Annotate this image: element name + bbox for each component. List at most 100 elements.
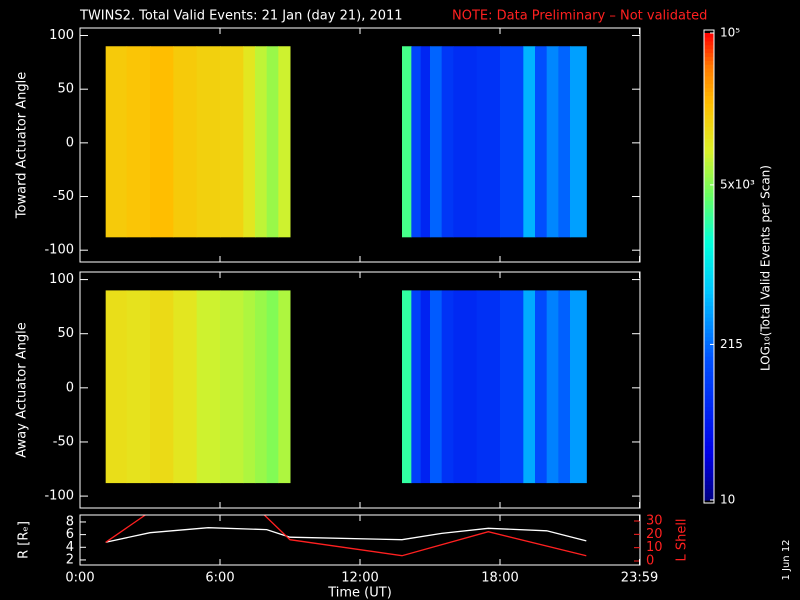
colorbar-step [704,165,714,170]
colorbar-step [704,449,714,454]
colorbar-step [704,250,714,256]
heatmap-cell [266,46,279,238]
heatmap-cell [558,46,571,238]
colorbar-step [704,301,714,307]
colorbar-step [704,472,714,478]
title: TWINS2. Total Valid Events: 21 Jan (day … [79,9,403,24]
colorbar-step [704,44,714,50]
colorbar-step [704,391,714,396]
colorbar-step [704,208,714,213]
heatmap-cell [173,290,198,484]
colorbar-step [704,169,714,174]
heatmap-cell [105,290,128,484]
colorbar-step [704,344,714,349]
colorbar-step [704,258,714,264]
colorbar-step [704,114,714,120]
colorbar-step [704,95,714,100]
heatmap-cell [546,46,559,238]
heatmap-cell [411,46,422,238]
colorbar-step [704,356,714,361]
colorbar-step [704,219,714,225]
heatmap-cell [476,290,501,484]
x-tick-label: 6:00 [205,571,234,586]
heatmap-cell [546,290,559,484]
colorbar-step [704,212,714,217]
y-tick-label: 0 [66,380,74,395]
heatmap-cell [500,46,524,238]
heatmap-cell [220,46,244,238]
heatmap-cell [150,290,174,484]
colorbar-step [704,437,714,443]
colorbar-step [704,215,714,221]
heatmap-cell [453,290,478,484]
colorbar-step [704,426,714,431]
heatmap-cell [220,290,244,484]
colorbar-step [704,196,714,201]
colorbar-step [704,461,714,466]
heatmap-cell [411,290,422,484]
colorbar-step [704,297,714,303]
colorbar-step [704,60,714,65]
colorbar-step [704,379,714,384]
x-tick-label: 0:00 [65,571,94,586]
colorbar-step [704,173,714,178]
colorbar-step [704,289,714,295]
colorbar-step [704,282,714,287]
heatmap-cell [126,290,151,484]
heatmap-cell [126,46,151,238]
note: NOTE: Data Preliminary – Not validated [452,9,707,24]
colorbar-step [704,204,714,209]
colorbar-step [704,387,714,392]
heatmap-cell [453,46,478,238]
colorbar-step [704,247,714,252]
colorbar-step [704,200,714,205]
colorbar-step [704,36,714,42]
heatmap-cell [243,290,256,484]
colorbar-step [704,254,714,260]
colorbar-step [704,180,714,186]
colorbar-label: LOG₁₀(Total Valid Events per Scan) [759,165,773,371]
colorbar-step [704,313,714,318]
colorbar-step [704,363,714,369]
colorbar-step [704,52,714,57]
colorbar-step [704,262,714,268]
colorbar-step [704,145,714,151]
colorbar-step [704,496,714,501]
heatmap-cell [402,290,412,484]
colorbar-step [704,227,714,233]
heatmap-cell [535,46,548,238]
colorbar-step [704,56,714,61]
heatmap-cell [173,46,198,238]
colorbar-step [704,157,714,163]
heatmap-cell [255,46,268,238]
colorbar-tick-label: 10⁵ [720,26,740,40]
y-tick-label: 100 [49,272,74,287]
heatmap-cell [196,290,221,484]
colorbar-step [704,367,714,373]
heatmap-cell [570,46,587,238]
y2-tick-label: 0 [646,554,654,569]
colorbar-step [704,320,714,326]
colorbar-tick-label: 215 [720,337,743,351]
footnote: 1 Jun 12 [781,539,792,580]
colorbar-step [704,336,714,342]
colorbar-step [704,293,714,299]
colorbar-step [704,48,714,54]
colorbar-step [704,243,714,248]
colorbar-step [704,126,714,131]
heatmap-cell [255,290,268,484]
colorbar-step [704,91,714,96]
heatmap-cell [430,46,443,238]
heatmap-cell [150,46,174,238]
colorbar-frame [703,29,715,504]
colorbar-step [704,270,714,275]
colorbar-step [704,488,714,493]
colorbar-step [704,118,714,124]
colorbar-step [704,274,714,279]
heatmap-cell [105,46,128,238]
series-line [105,527,587,543]
heatmap-cell [430,290,443,484]
heatmap-cell [558,290,571,484]
y2-tick-label: 30 [646,514,663,529]
colorbar-step [704,83,714,89]
